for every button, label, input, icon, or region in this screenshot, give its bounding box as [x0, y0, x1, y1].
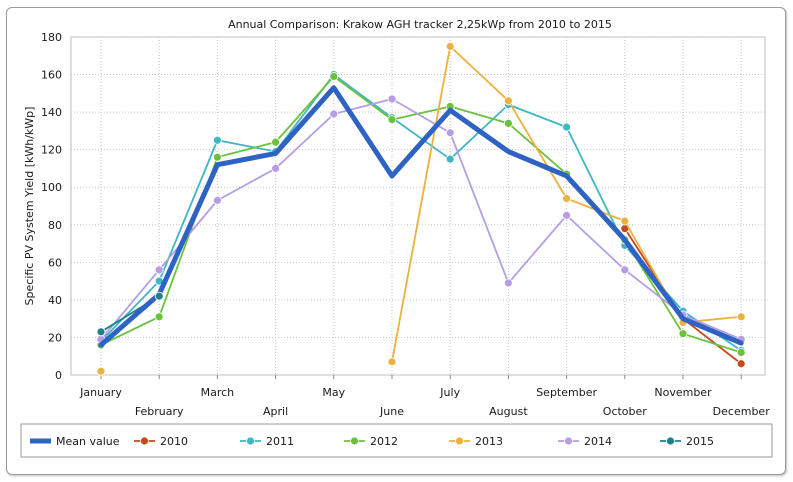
data-point-2013 [96, 366, 106, 376]
legend-label-2015: 2015 [686, 435, 714, 448]
data-point-2012 [212, 152, 222, 162]
data-point-2015 [96, 327, 106, 337]
data-point-2012 [387, 115, 397, 125]
legend-marker-2013 [455, 436, 464, 446]
data-point-2013 [562, 194, 571, 203]
y-tick-label: 80 [48, 219, 62, 232]
legend-item-mean-value[interactable]: Mean value [30, 435, 120, 448]
legend-marker-2014 [564, 436, 573, 446]
y-tick-label: 140 [41, 106, 62, 119]
legend-label-2014: 2014 [584, 435, 612, 448]
legend-marker-2012 [350, 436, 359, 446]
data-point-2011 [562, 122, 571, 132]
legend-item-2013[interactable]: 2013 [449, 435, 503, 448]
data-point-2014 [620, 265, 630, 275]
y-tick-label: 20 [48, 331, 62, 344]
x-tick-label: October [603, 405, 647, 418]
legend-item-2012[interactable]: 2012 [344, 435, 398, 448]
data-point-2013 [503, 96, 513, 106]
y-tick-label: 40 [48, 294, 62, 307]
data-point-2012 [503, 118, 513, 128]
data-point-2013 [445, 41, 455, 51]
data-point-2015 [154, 291, 164, 301]
data-point-2014 [562, 210, 571, 220]
y-axis-label: Specific PV System Yield [kWh/kWp] [23, 107, 36, 306]
y-tick-label: 120 [41, 144, 62, 157]
legend-label-mean-value: Mean value [56, 435, 120, 448]
data-point-2011 [212, 135, 222, 145]
data-point-2013 [387, 357, 397, 367]
y-tick-label: 160 [41, 69, 62, 82]
data-point-2013 [620, 216, 630, 226]
x-tick-label: May [322, 386, 345, 399]
x-tick-label: March [201, 386, 235, 399]
series-line-2014 [100, 98, 743, 341]
chart-title: Annual Comparison: Krakow AGH tracker 2,… [228, 18, 612, 31]
x-tick-label: June [379, 405, 404, 418]
x-tick-label: January [79, 386, 122, 399]
x-tick-label: August [489, 405, 528, 418]
legend-marker-2015 [666, 436, 675, 446]
legend-item-2015[interactable]: 2015 [660, 435, 714, 448]
data-point-2014 [503, 278, 513, 288]
x-tick-label: November [654, 386, 712, 399]
y-tick-label: 60 [48, 256, 62, 269]
series-line-mean-value [98, 85, 744, 348]
x-tick-label: February [135, 405, 184, 418]
legend-marker-2011 [246, 436, 255, 446]
x-tick-label: September [536, 386, 597, 399]
x-tick-label: July [439, 386, 460, 399]
data-point-2012 [736, 348, 746, 357]
legend-item-2010[interactable]: 2010 [134, 435, 188, 448]
data-point-2014 [445, 128, 455, 138]
legend-item-2011[interactable]: 2011 [240, 435, 294, 448]
x-tick-label: December [713, 405, 771, 418]
legend-marker-2010 [140, 436, 149, 446]
legend-label-2011: 2011 [266, 435, 294, 448]
y-tick-label: 100 [41, 181, 62, 194]
data-point-2014 [212, 195, 222, 205]
data-point-2010 [736, 359, 746, 369]
data-point-2012 [154, 312, 164, 322]
data-point-2013 [736, 312, 746, 322]
data-point-2012 [678, 329, 688, 339]
data-point-2014 [271, 164, 281, 173]
legend-item-2014[interactable]: 2014 [558, 435, 612, 448]
plot-area [70, 36, 766, 376]
y-tick-label: 0 [55, 369, 62, 382]
data-point-2014 [329, 109, 339, 119]
x-tick-label: April [263, 405, 288, 418]
legend-label-2012: 2012 [370, 435, 398, 448]
data-point-2014 [387, 94, 397, 104]
data-point-2014 [154, 265, 164, 275]
legend-label-2013: 2013 [475, 435, 503, 448]
y-tick-label: 180 [41, 31, 62, 44]
data-point-2012 [271, 137, 281, 147]
legend-label-2010: 2010 [160, 435, 188, 448]
data-point-2012 [329, 72, 339, 81]
data-point-2011 [445, 154, 455, 164]
